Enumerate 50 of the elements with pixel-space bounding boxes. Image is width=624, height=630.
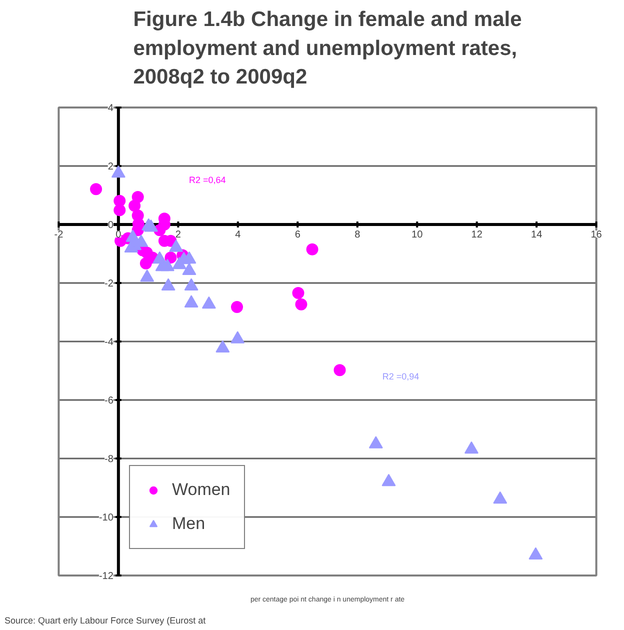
legend-label: Women <box>172 480 230 500</box>
point <box>292 286 304 299</box>
x-tick-label: 4 <box>235 230 242 241</box>
point <box>464 441 478 454</box>
point <box>114 204 126 216</box>
y-tick-label: -8 <box>104 454 114 465</box>
point <box>140 269 154 282</box>
annotation: R2 =0,94 <box>382 371 420 382</box>
x-tick-label: 16 <box>590 230 602 241</box>
y-tick-label: -6 <box>104 395 114 406</box>
x-tick-label: 8 <box>354 230 361 241</box>
point <box>128 200 141 212</box>
point <box>184 278 198 290</box>
point <box>140 257 152 270</box>
point <box>182 262 196 275</box>
point <box>368 436 383 448</box>
y-tick-label: -12 <box>98 570 114 582</box>
x-tick-label: -2 <box>54 230 64 241</box>
y-tick-label: -2 <box>104 278 114 290</box>
x-tick-label: 12 <box>471 230 483 241</box>
legend-label: Men <box>172 514 206 534</box>
point <box>124 240 138 252</box>
y-tick-label: 4 <box>108 103 114 114</box>
point <box>160 258 174 272</box>
point <box>295 298 308 310</box>
x-tick-label: 6 <box>294 230 301 241</box>
chart-title: Figure 1.4b Change in female and male employment and unemployment rates, 2008q2 to 2009q2 <box>133 8 522 88</box>
y-tick-label: 2 <box>108 162 114 173</box>
point <box>111 165 126 178</box>
point <box>202 296 216 309</box>
point <box>306 243 318 256</box>
source-note: Source: Quart erly Labour Force Survey (Eurost at <box>4 616 206 626</box>
y-tick-label: -4 <box>104 337 114 348</box>
point <box>169 240 184 252</box>
point <box>216 340 230 352</box>
point <box>382 474 396 486</box>
y-tick-label: 0 <box>108 220 114 232</box>
x-tick-label: 10 <box>412 230 424 241</box>
point <box>231 301 243 313</box>
annotation: R2 =0,64 <box>188 174 226 185</box>
point <box>230 331 245 344</box>
y-tick-label: -10 <box>98 512 114 524</box>
point <box>164 252 177 264</box>
x-tick-label: 14 <box>531 230 543 241</box>
point <box>90 183 102 196</box>
point <box>184 295 198 308</box>
point <box>528 547 543 560</box>
point <box>161 278 176 290</box>
x-tick-label: 2 <box>175 230 182 241</box>
point <box>493 491 508 504</box>
